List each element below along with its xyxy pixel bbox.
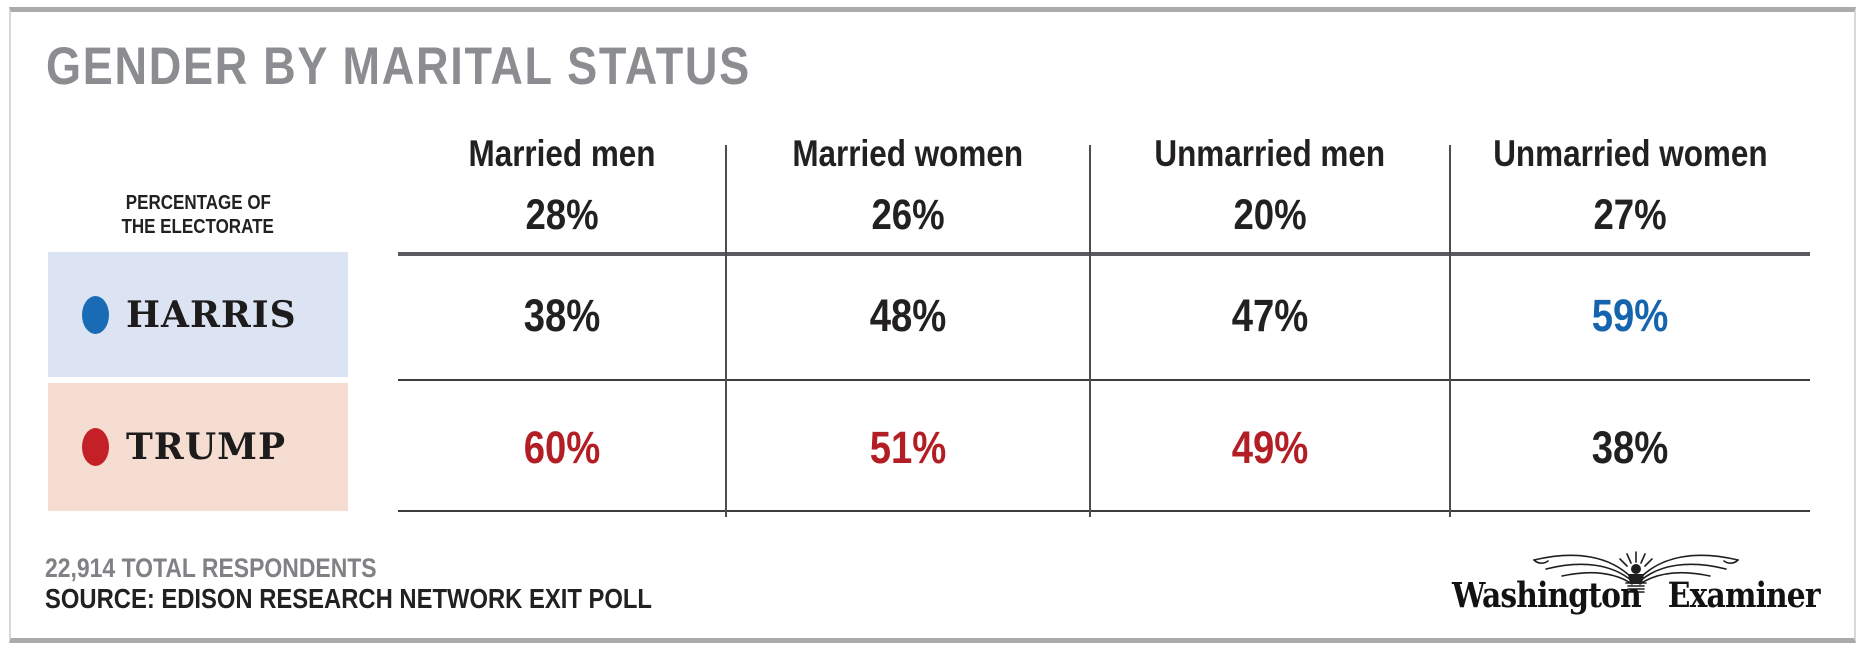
harris-value-married-men: 38% — [523, 290, 601, 341]
harris-value-unmarried-women-highlight: 59% — [1591, 290, 1669, 341]
row-rule-bottom — [398, 510, 1810, 512]
electorate-value-unmarried-women: 27% — [1593, 191, 1667, 239]
electorate-label-line1: PERCENTAGE OF — [125, 192, 271, 214]
column-divider-3 — [1449, 145, 1451, 517]
column-header-married-men: Married men — [468, 133, 656, 174]
harris-value-unmarried-men: 47% — [1231, 290, 1309, 341]
respondents-note: 22,914 TOTAL RESPONDENTS — [45, 553, 377, 583]
trump-name: TRUMP — [126, 426, 287, 468]
source-note: SOURCE: EDISON RESEARCH NETWORK EXIT POL… — [45, 583, 652, 614]
column-divider-2 — [1089, 145, 1091, 517]
column-divider-1 — [725, 145, 727, 517]
harris-name: HARRIS — [126, 293, 297, 336]
logo-word-examiner: Examiner — [1668, 575, 1821, 616]
column-header-unmarried-women: Unmarried women — [1492, 133, 1768, 174]
chart-title-text: GENDER BY MARITAL STATUS — [46, 37, 751, 96]
chart-title: GENDER BY MARITAL STATUS — [46, 36, 875, 97]
harris-row-label: HARRIS — [48, 252, 348, 377]
column-header-unmarried-men: Unmarried men — [1154, 133, 1386, 174]
electorate-value-unmarried-men: 20% — [1233, 191, 1307, 239]
electorate-value-married-men: 28% — [525, 191, 599, 239]
harris-value-married-women: 48% — [869, 290, 947, 341]
eagle-icon — [1533, 551, 1739, 593]
logo-word-washington: Washington — [1452, 575, 1642, 616]
electorate-row-label: PERCENTAGE OF THE ELECTORATE — [48, 191, 348, 239]
trump-row-label: TRUMP — [48, 383, 348, 511]
trump-dot-icon — [82, 428, 109, 466]
electorate-label-line2: THE ELECTORATE — [121, 216, 275, 238]
column-header-married-women: Married women — [792, 133, 1024, 174]
row-rule-middle — [398, 379, 1810, 381]
trump-value-married-women-highlight: 51% — [869, 422, 947, 473]
trump-value-married-men-highlight: 60% — [523, 422, 601, 473]
washington-examiner-logo: Washington Examiner — [1452, 542, 1821, 626]
electorate-value-married-women: 26% — [871, 191, 945, 239]
row-rule-top — [398, 252, 1810, 256]
trump-value-unmarried-women: 38% — [1591, 422, 1669, 473]
trump-value-unmarried-men-highlight: 49% — [1231, 422, 1309, 473]
harris-dot-icon — [82, 295, 109, 334]
